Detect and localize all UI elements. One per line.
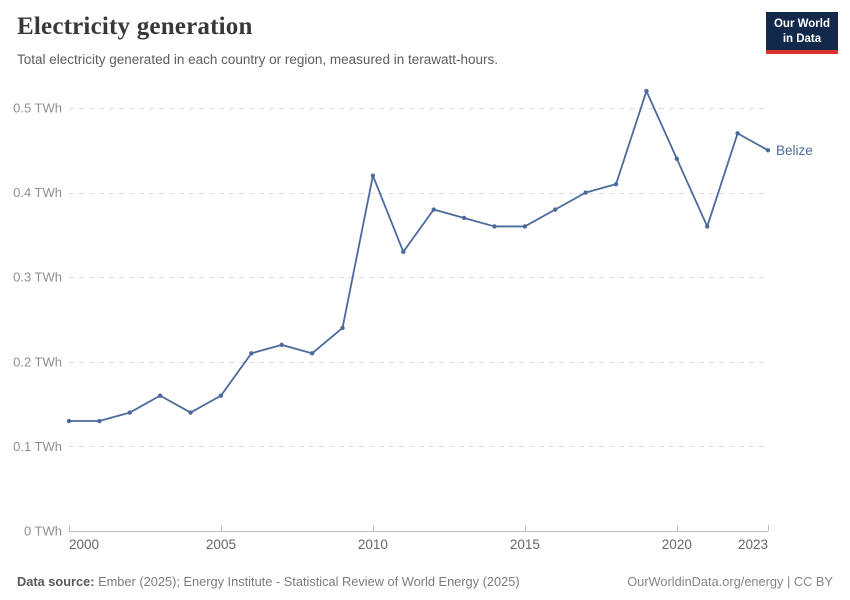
- y-tick-label: 0.3 TWh: [13, 270, 62, 285]
- data-point[interactable]: [218, 393, 224, 398]
- x-tick-label: 2015: [510, 537, 540, 552]
- y-tick-label: 0 TWh: [24, 524, 62, 539]
- data-point[interactable]: [735, 131, 740, 136]
- data-source-line: Data source: Ember (2025); Energy Instit…: [17, 574, 520, 589]
- y-tick-label: 0.5 TWh: [13, 101, 62, 116]
- owid-logo-line2: in Data: [782, 32, 822, 45]
- credit-link[interactable]: OurWorldinData.org/energy | CC BY: [627, 574, 833, 589]
- data-point[interactable]: [66, 418, 72, 424]
- data-source-text: Ember (2025); Energy Institute - Statist…: [98, 574, 520, 589]
- x-tick-label: 2020: [662, 537, 692, 552]
- data-point[interactable]: [553, 207, 558, 212]
- data-point[interactable]: [97, 418, 102, 424]
- data-point[interactable]: [401, 249, 406, 255]
- data-point[interactable]: [765, 148, 771, 153]
- data-point[interactable]: [188, 410, 193, 415]
- data-point[interactable]: [583, 190, 588, 195]
- y-tick-label: 0.4 TWh: [13, 185, 62, 200]
- data-point[interactable]: [461, 215, 467, 221]
- data-point[interactable]: [431, 207, 436, 212]
- data-point[interactable]: [127, 410, 132, 415]
- data-point[interactable]: [340, 325, 345, 331]
- data-point[interactable]: [249, 351, 254, 356]
- owid-logo-line1: Our World: [773, 18, 830, 30]
- chart-subtitle: Total electricity generated in each coun…: [17, 52, 498, 67]
- x-tick-label: 2000: [69, 537, 99, 552]
- x-tick-label: 2005: [206, 537, 236, 552]
- series-line[interactable]: [68, 90, 769, 422]
- data-source-label: Data source:: [17, 574, 95, 589]
- series-label[interactable]: Belize: [776, 143, 813, 158]
- data-point[interactable]: [492, 224, 497, 229]
- owid-logo[interactable]: Our World in Data: [765, 12, 838, 54]
- chart-title: Electricity generation: [17, 13, 253, 40]
- x-tick-label: 2023: [738, 537, 768, 552]
- data-point[interactable]: [644, 88, 649, 94]
- data-point[interactable]: [674, 156, 680, 161]
- data-point[interactable]: [522, 224, 528, 229]
- data-point[interactable]: [309, 351, 315, 356]
- data-point[interactable]: [279, 342, 284, 348]
- data-point[interactable]: [705, 224, 710, 229]
- data-point[interactable]: [157, 393, 163, 398]
- data-point[interactable]: [370, 173, 376, 178]
- y-tick-label: 0.1 TWh: [13, 439, 62, 454]
- data-point[interactable]: [613, 181, 619, 187]
- x-tick-label: 2010: [358, 537, 388, 552]
- y-tick-label: 0.2 TWh: [13, 354, 62, 369]
